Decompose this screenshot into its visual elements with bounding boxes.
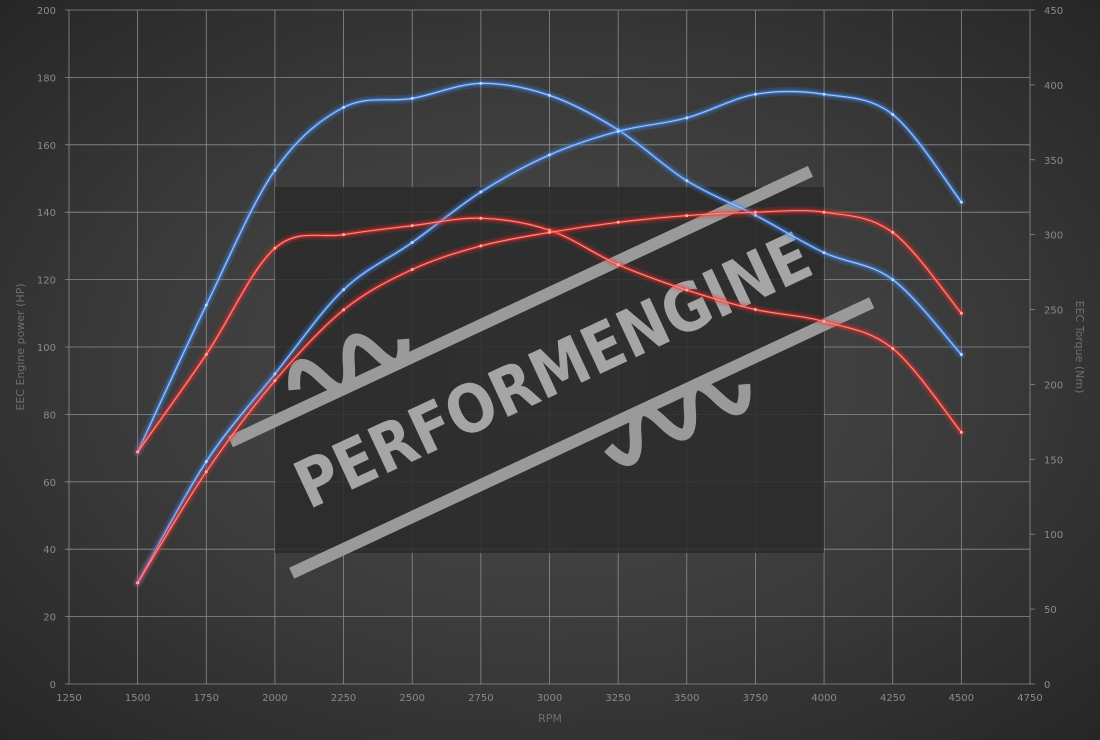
y-right-tick-label: 50 [1044, 605, 1057, 616]
x-tick-label: 1250 [56, 693, 81, 704]
y-right-tick-label: 450 [1044, 6, 1063, 17]
x-tick-label: 2500 [399, 693, 424, 704]
series-point-0 [342, 105, 346, 109]
series-point-1 [685, 116, 689, 120]
series-point-0 [204, 303, 208, 307]
y-right-tick-label: 250 [1044, 306, 1063, 317]
y-left-tick-label: 40 [43, 545, 56, 556]
series-point-3 [204, 470, 208, 474]
tick-labels: 1250 1500 1750 2000 2250 2500 2750 3000 3250 3500… [37, 6, 1063, 704]
series-point-0 [273, 168, 277, 172]
y-right-tick-label: 350 [1044, 156, 1063, 167]
series-point-0 [891, 278, 895, 282]
y-axis-right-label: EEC Torque (Nm) [1073, 301, 1086, 394]
x-tick-label: 4500 [949, 693, 974, 704]
y-left-tick-label: 140 [37, 208, 56, 219]
y-left-tick-label: 60 [43, 478, 56, 489]
series-point-1 [753, 92, 757, 96]
series-point-1 [273, 372, 277, 376]
series-point-3 [616, 220, 620, 224]
y-right-tick-label: 0 [1044, 680, 1050, 691]
x-tick-label: 4250 [880, 693, 905, 704]
y-left-tick-label: 100 [37, 343, 56, 354]
series-point-1 [548, 153, 551, 157]
series-point-3 [959, 311, 963, 315]
series-point-3 [685, 214, 689, 218]
y-left-tick-label: 160 [37, 141, 56, 152]
series-point-2 [822, 320, 826, 324]
series-point-0 [822, 251, 826, 255]
y-right-tick-label: 200 [1044, 380, 1063, 391]
series-lines [133, 78, 966, 588]
x-tick-label: 2000 [262, 693, 287, 704]
series-point-1 [204, 460, 208, 464]
series-point-3 [479, 244, 483, 248]
y-left-tick-label: 200 [37, 6, 56, 17]
y-axis-left-label: EEC Engine power (HP) [14, 283, 27, 410]
y-left-tick-label: 0 [50, 680, 56, 691]
x-tick-label: 3250 [605, 693, 630, 704]
series-point-2 [273, 246, 277, 250]
y-right-tick-label: 100 [1044, 530, 1063, 541]
watermark-logo: PERFORMENGINE [227, 165, 875, 579]
x-tick-label: 3000 [537, 693, 562, 704]
series-point-1 [959, 200, 963, 204]
y-right-tick-label: 150 [1044, 455, 1063, 466]
y-left-tick-label: 120 [37, 276, 56, 287]
series-point-2 [891, 346, 895, 350]
series-point-2 [959, 430, 963, 434]
y-right-tick-label: 300 [1044, 231, 1063, 242]
x-tick-label: 4000 [811, 693, 836, 704]
series-point-2 [410, 224, 414, 228]
series-point-0 [959, 352, 963, 356]
series-point-0 [548, 93, 551, 97]
series-point-2 [616, 263, 620, 267]
series-point-2 [685, 288, 689, 292]
series-point-2 [753, 308, 757, 312]
series-point-2 [204, 352, 208, 356]
x-tick-label: 2250 [331, 693, 356, 704]
x-tick-label: 3750 [743, 693, 768, 704]
series-point-1 [616, 129, 620, 133]
x-tick-label: 2750 [468, 693, 493, 704]
series-point-3 [822, 210, 826, 214]
y-left-tick-label: 80 [43, 410, 56, 421]
series-point-2 [136, 450, 140, 454]
series-point-1 [891, 112, 895, 116]
series-point-3 [136, 581, 140, 585]
series-point-1 [410, 241, 414, 245]
series-point-3 [410, 267, 414, 271]
y-left-tick-label: 180 [37, 73, 56, 84]
series-point-2 [548, 228, 551, 232]
series-point-0 [685, 179, 689, 183]
y-left-tick-label: 20 [43, 613, 56, 624]
series-point-2 [342, 233, 346, 237]
series-point-0 [410, 96, 414, 100]
series-point-0 [479, 81, 483, 85]
x-tick-label: 4750 [1017, 693, 1042, 704]
series-point-3 [891, 230, 895, 234]
x-tick-label: 3500 [674, 693, 699, 704]
series-point-1 [822, 92, 826, 96]
series-point-1 [342, 288, 346, 292]
x-tick-label: 1750 [194, 693, 219, 704]
series-point-1 [479, 190, 483, 194]
series-point-0 [753, 213, 757, 217]
y-right-tick-label: 400 [1044, 81, 1063, 92]
series-point-3 [273, 379, 277, 383]
x-axis-label: RPM [538, 712, 562, 725]
series-point-2 [479, 216, 483, 220]
series-point-3 [753, 210, 757, 214]
series-point-3 [342, 308, 346, 312]
series-point-3 [548, 230, 551, 234]
x-tick-label: 1500 [125, 693, 150, 704]
